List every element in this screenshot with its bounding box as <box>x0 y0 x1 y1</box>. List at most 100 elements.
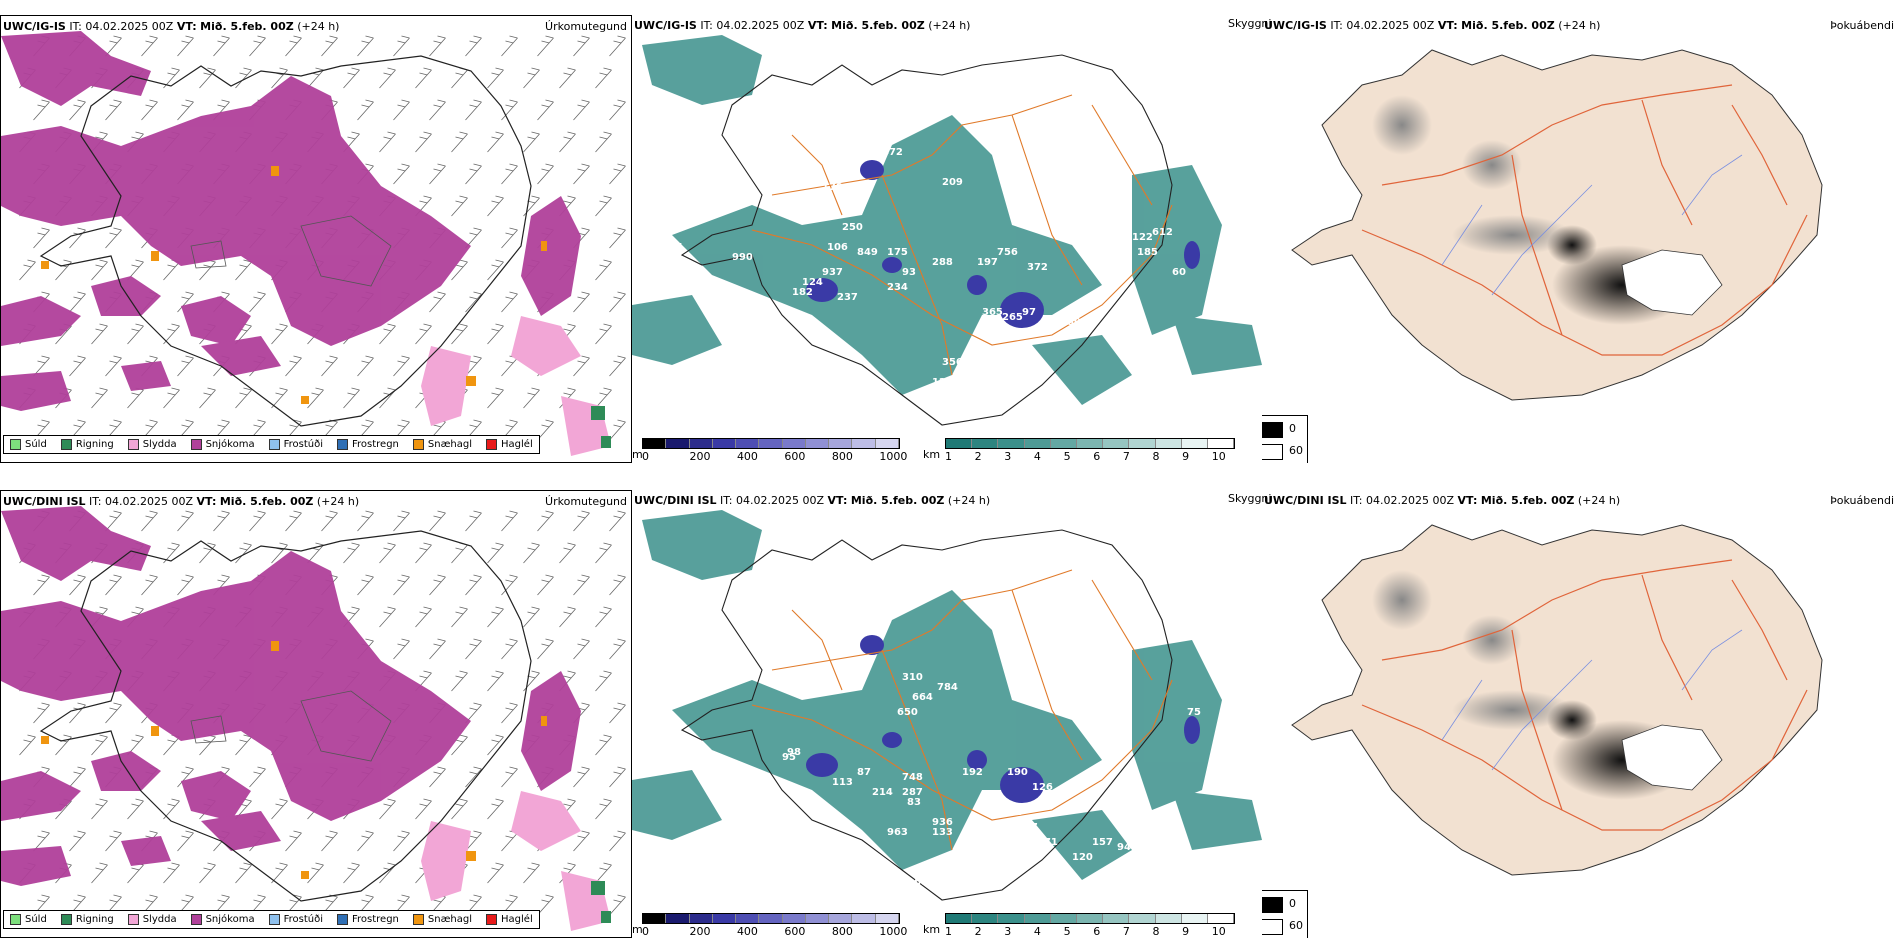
legend-label: Rigning <box>75 914 114 925</box>
wind-barb <box>465 163 482 185</box>
colorbar-cell <box>782 439 806 448</box>
colorbar-tick: 400 <box>736 925 758 938</box>
glacier-white <box>1621 724 1723 791</box>
wind-barb <box>451 542 468 564</box>
wind-barb <box>105 574 122 596</box>
rain-areas <box>591 881 611 923</box>
wind-barb <box>559 542 576 564</box>
fog-legend-swatch <box>1262 422 1283 438</box>
wind-barb <box>537 638 554 660</box>
fog-panel: UWC/DINI ISL IT: 04.02.2025 00Z VT: Mið.… <box>1262 490 1900 938</box>
ceiling-value-label: 124 <box>802 277 823 288</box>
ceiling-value-label: 175 <box>887 247 908 258</box>
wind-barb <box>271 862 288 884</box>
rivers <box>1441 629 1743 771</box>
ceiling-value-label: 185 <box>1137 247 1158 258</box>
colorbar-cell <box>689 439 713 448</box>
wind-barb <box>235 67 252 89</box>
legend-item: Frostregn <box>337 439 399 450</box>
wind-barb <box>321 510 338 532</box>
ceiling-colorbar-swatches <box>642 913 900 924</box>
visibility-colorbar-swatches <box>945 438 1235 449</box>
ceiling-colorbar-swatches <box>642 438 900 449</box>
ceiling-value-label: 287 <box>1017 822 1038 833</box>
wind-barb <box>595 670 612 692</box>
low-ceiling-patches <box>806 635 1200 803</box>
ceiling-value-label: 65 <box>782 682 796 693</box>
wind-barb <box>465 766 482 788</box>
visibility-colorbar-unit: km <box>923 923 941 936</box>
colorbar-cell <box>782 914 806 923</box>
wind-barb <box>271 323 288 345</box>
glacier-outlines <box>190 690 392 762</box>
colorbar-tick: 600 <box>784 925 806 938</box>
legend-swatch <box>190 439 202 450</box>
wind-barb <box>595 798 612 820</box>
wind-barb <box>127 323 144 345</box>
legend-label: Frostúði <box>283 914 323 925</box>
wind-barb <box>69 99 86 121</box>
fog-legend-label: 0 <box>1289 422 1296 435</box>
colorbar-tick: 0 <box>642 925 649 938</box>
ceiling-value-label: 75 <box>1187 707 1201 718</box>
ceiling-value-label: 209 <box>942 177 963 188</box>
legend-label: Frostregn <box>352 439 399 450</box>
legend-swatch <box>486 914 498 925</box>
ceiling-value-label: 98 <box>787 747 801 758</box>
wind-barb <box>393 574 410 596</box>
ceiling-value-label: 990 <box>732 252 753 263</box>
wind-barb <box>285 355 302 377</box>
ceiling-value-label: 18 <box>782 807 796 818</box>
panel-title: Skyggni <box>1228 492 1272 505</box>
legend-label: Súld <box>25 439 47 450</box>
visibility-panel: UWC/DINI ISL IT: 04.02.2025 00Z VT: Mið.… <box>632 490 1272 938</box>
wind-barb <box>393 99 410 121</box>
ceiling-value-label: 171 <box>1037 837 1058 848</box>
colorbar-tick: 2 <box>974 925 982 938</box>
colorbar-cell <box>1103 439 1130 448</box>
wind-barb <box>559 131 576 153</box>
ceiling-value-label: 97 <box>1022 307 1036 318</box>
wind-barb <box>609 35 626 57</box>
wind-barb <box>537 510 554 532</box>
colorbar-cell <box>1076 914 1104 923</box>
colorbar-cell <box>666 914 690 923</box>
wind-barb <box>393 510 410 532</box>
wind-barb <box>609 702 626 724</box>
wind-barb <box>379 323 396 345</box>
wind-barb <box>105 510 122 532</box>
colorbar-cell <box>1207 439 1235 448</box>
wind-barb <box>487 131 504 153</box>
colorbar-tick: 800 <box>831 925 853 938</box>
wind-barb <box>429 163 446 185</box>
forecast-row: UWC/IG-IS IT: 04.02.2025 00Z VT: Mið. 5.… <box>0 0 1900 470</box>
wind-barb <box>307 862 324 884</box>
wind-barb <box>451 67 468 89</box>
wind-barb <box>487 195 504 217</box>
wind-barb <box>609 355 626 377</box>
wind-barb <box>501 574 518 596</box>
colorbar-tick: 4 <box>1033 450 1041 463</box>
wind-barb <box>69 227 86 249</box>
ceiling-value-label: 288 <box>932 257 953 268</box>
ceiling-value-label: 120 <box>1072 852 1093 863</box>
ceiling-value-label: 756 <box>997 247 1018 258</box>
snow-areas <box>1 506 581 886</box>
wind-barb <box>415 323 432 345</box>
wind-barb <box>235 387 252 409</box>
wind-barb <box>595 131 612 153</box>
wind-barb <box>105 355 122 377</box>
wind-barb <box>177 291 194 313</box>
wind-barb <box>177 574 194 596</box>
fog-legend-swatch <box>1262 919 1283 935</box>
ceiling-value-label: 849 <box>857 247 878 258</box>
legend-item: Snæhagl <box>412 914 472 925</box>
precip-type-legend: Súld Rigning Slydda Snjókoma Frostúði Frostre… <box>3 435 540 454</box>
visibility-map: 472 407 274 209 170 250 124 990 106 849 175 756 288 1… <box>632 35 1262 426</box>
wind-barb <box>307 387 324 409</box>
colorbar-tick: 600 <box>784 450 806 463</box>
wind-barb <box>91 862 108 884</box>
legend-label: Súld <box>25 914 47 925</box>
colorbar-tick: 2 <box>974 450 982 463</box>
precip-map <box>1 506 626 931</box>
